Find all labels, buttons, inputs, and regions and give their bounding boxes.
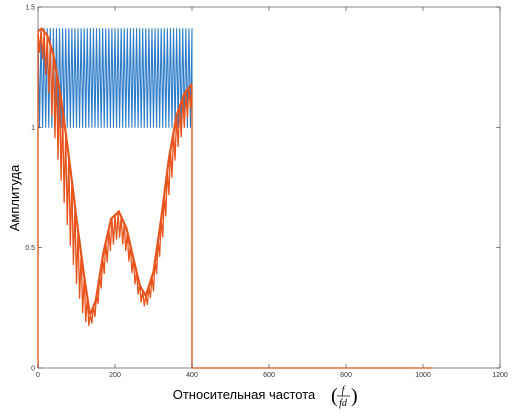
plot-area [37, 6, 501, 369]
series-layer [37, 27, 433, 369]
y-axis-label: Амплитуда [7, 164, 22, 231]
ticks-layer: 0 200 400 600 800 1000 1200 0 0.5 1 1.5 [25, 5, 508, 380]
x-axis-fraction: ( f fd ) [331, 385, 358, 409]
x-tick-label: 400 [186, 372, 198, 379]
y-tick-label: 1.5 [25, 5, 35, 12]
x-axis-label: Относительная частота [173, 387, 316, 402]
x-tick-label: 800 [340, 372, 352, 379]
x-tick-label: 0 [36, 372, 40, 379]
series-line-1 [37, 28, 433, 369]
fraction-close-paren: ) [351, 385, 358, 407]
series-line-2 [37, 28, 433, 369]
x-tick-label: 1000 [415, 372, 431, 379]
x-tick-label: 200 [109, 372, 121, 379]
y-tick-label: 0 [31, 366, 35, 373]
series-envelope-2 [37, 27, 193, 317]
fraction-open-paren: ( [331, 385, 338, 407]
x-tick-label: 600 [263, 372, 275, 379]
fraction-numerator: f [342, 385, 346, 396]
x-tick-label: 1200 [492, 372, 508, 379]
y-tick-label: 0.5 [25, 245, 35, 252]
y-tick-label: 1 [31, 125, 35, 132]
fraction-denominator: fd [339, 398, 348, 409]
